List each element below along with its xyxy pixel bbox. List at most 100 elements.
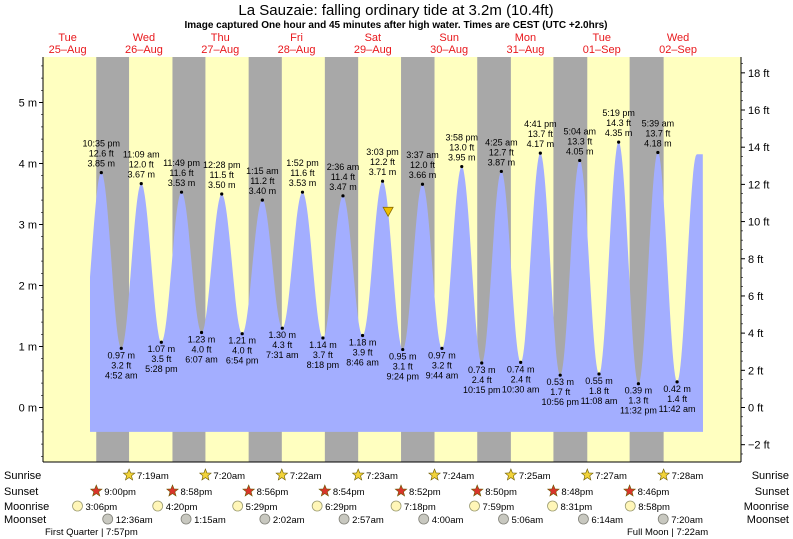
low-tide-metres: 0.73 m (468, 365, 496, 375)
sunset-time: 8:46pm (638, 487, 670, 498)
extreme-dot (558, 373, 562, 377)
extreme-dot (341, 194, 345, 198)
sunrise-icon (657, 468, 671, 481)
high-tide-time: 1:15 am (246, 166, 279, 176)
moonset-icon (498, 513, 509, 525)
sunset-icon (623, 484, 637, 497)
sunrise-time: 7:19am (137, 471, 169, 482)
extreme-dot (280, 326, 284, 330)
chart-subtitle: Image captured One hour and 45 minutes a… (185, 20, 608, 31)
moonrise-icon (390, 500, 402, 512)
low-tide-time: 6:07 am (185, 354, 218, 364)
day-label-weekday: Thu (211, 32, 230, 44)
day-label-weekday: Tue (58, 32, 77, 44)
sunrise-time: 7:23am (366, 471, 398, 482)
extreme-dot (440, 346, 444, 350)
extreme-dot (499, 169, 503, 174)
low-tide-metres: 0.97 m (108, 350, 136, 360)
moonset-time: 4:00am (432, 515, 464, 526)
extreme-dot (199, 330, 204, 335)
sunset-time: 8:52pm (409, 487, 441, 498)
sunrise-time: 7:24am (443, 471, 475, 482)
sunset-icon (470, 484, 484, 497)
low-tide-feet: 3.5 ft (151, 354, 172, 364)
sunrise-time: 7:25am (519, 471, 551, 482)
high-tide-metres: 4.18 m (644, 139, 672, 149)
low-tide-metres: 0.74 m (507, 364, 535, 374)
right-tick-label: 8 ft (748, 254, 763, 266)
low-tide-feet: 3.9 ft (353, 348, 374, 358)
low-tide-time: 7:31 am (266, 350, 299, 360)
sunrise-time: 7:27am (595, 471, 627, 482)
extreme-dot (260, 198, 264, 202)
day-label-weekday: Mon (515, 32, 536, 44)
high-tide-feet: 13.3 ft (567, 136, 593, 146)
low-tide-feet: 1.8 ft (589, 386, 610, 396)
sunset-time: 8:50pm (485, 487, 517, 498)
high-tide-time: 4:41 pm (524, 119, 557, 129)
low-tide-metres: 0.95 m (389, 352, 417, 362)
day-label-weekday: Sun (439, 32, 459, 44)
sunset-time: 8:58pm (180, 487, 212, 498)
sunset-time: 9:00pm (104, 487, 136, 498)
right-tick-label: −2 ft (748, 440, 770, 452)
low-tide-feet: 4.0 ft (192, 344, 213, 354)
low-tide-metres: 1.23 m (188, 334, 216, 344)
high-tide-feet: 14.3 ft (606, 118, 632, 128)
sunrise-time: 7:28am (672, 471, 704, 482)
high-tide-metres: 3.50 m (208, 180, 236, 190)
high-tide-time: 5:19 pm (602, 108, 635, 118)
row-label-sunset-right: Sunset (755, 486, 789, 498)
low-tide-feet: 3.1 ft (393, 362, 414, 372)
sunrise-icon (122, 468, 136, 481)
low-tide-time: 8:46 am (346, 358, 379, 368)
moonset-time: 12:36am (116, 515, 153, 526)
moonset-icon (338, 513, 350, 525)
moonrise-time: 7:18pm (404, 502, 436, 513)
moonrise-icon (152, 500, 164, 512)
moonrise-time: 4:20pm (166, 502, 198, 513)
sunset-icon (89, 484, 103, 497)
high-tide-feet: 12.2 ft (370, 157, 396, 167)
day-label-date: 02–Sep (659, 44, 697, 56)
high-tide-metres: 3.67 m (127, 170, 155, 180)
row-label-sunrise-right: Sunrise (752, 470, 789, 482)
day-label-date: 30–Aug (430, 44, 468, 56)
moonrise-time: 8:58pm (638, 502, 670, 513)
moonrise-time: 5:29pm (246, 502, 278, 513)
extreme-dot (675, 380, 679, 384)
low-tide-metres: 0.53 m (546, 377, 574, 387)
day-label-date: 31–Aug (506, 44, 544, 56)
sunrise-icon (275, 468, 289, 481)
row-label-moonset-right: Moonset (747, 514, 789, 526)
moonset-icon (578, 513, 589, 525)
left-tick-label: 3 m (19, 220, 37, 232)
moonrise-time: 7:59pm (483, 502, 515, 513)
day-label-weekday: Tue (592, 32, 611, 44)
right-tick-label: 4 ft (748, 328, 763, 340)
extreme-dot (401, 347, 405, 352)
low-tide-time: 10:56 pm (541, 397, 579, 407)
day-label-weekday: Sat (365, 32, 382, 44)
left-tick-label: 0 m (19, 403, 37, 415)
low-tide-time: 10:15 pm (463, 385, 501, 395)
sunset-time: 8:48pm (561, 487, 593, 498)
low-tide-feet: 2.4 ft (472, 375, 493, 385)
low-tide-feet: 1.4 ft (667, 394, 688, 404)
moonset-icon (418, 513, 430, 525)
sunrise-icon (351, 468, 365, 481)
extreme-dot (99, 171, 103, 175)
day-label-weekday: Wed (133, 32, 155, 44)
low-tide-time: 11:32 pm (620, 406, 657, 416)
high-tide-time: 4:25 am (485, 137, 518, 147)
extreme-dot (179, 190, 184, 194)
moonrise-icon (624, 500, 636, 512)
extreme-dot (538, 151, 542, 155)
sunset-icon (546, 484, 560, 497)
sunrise-time: 7:20am (213, 471, 245, 482)
sunset-icon (242, 484, 256, 497)
sunrise-icon (580, 468, 594, 481)
astronomy-rows: Sunrise Sunset Moonrise Moonset Sunrise … (4, 468, 789, 538)
right-tick-label: 0 ft (748, 403, 763, 415)
